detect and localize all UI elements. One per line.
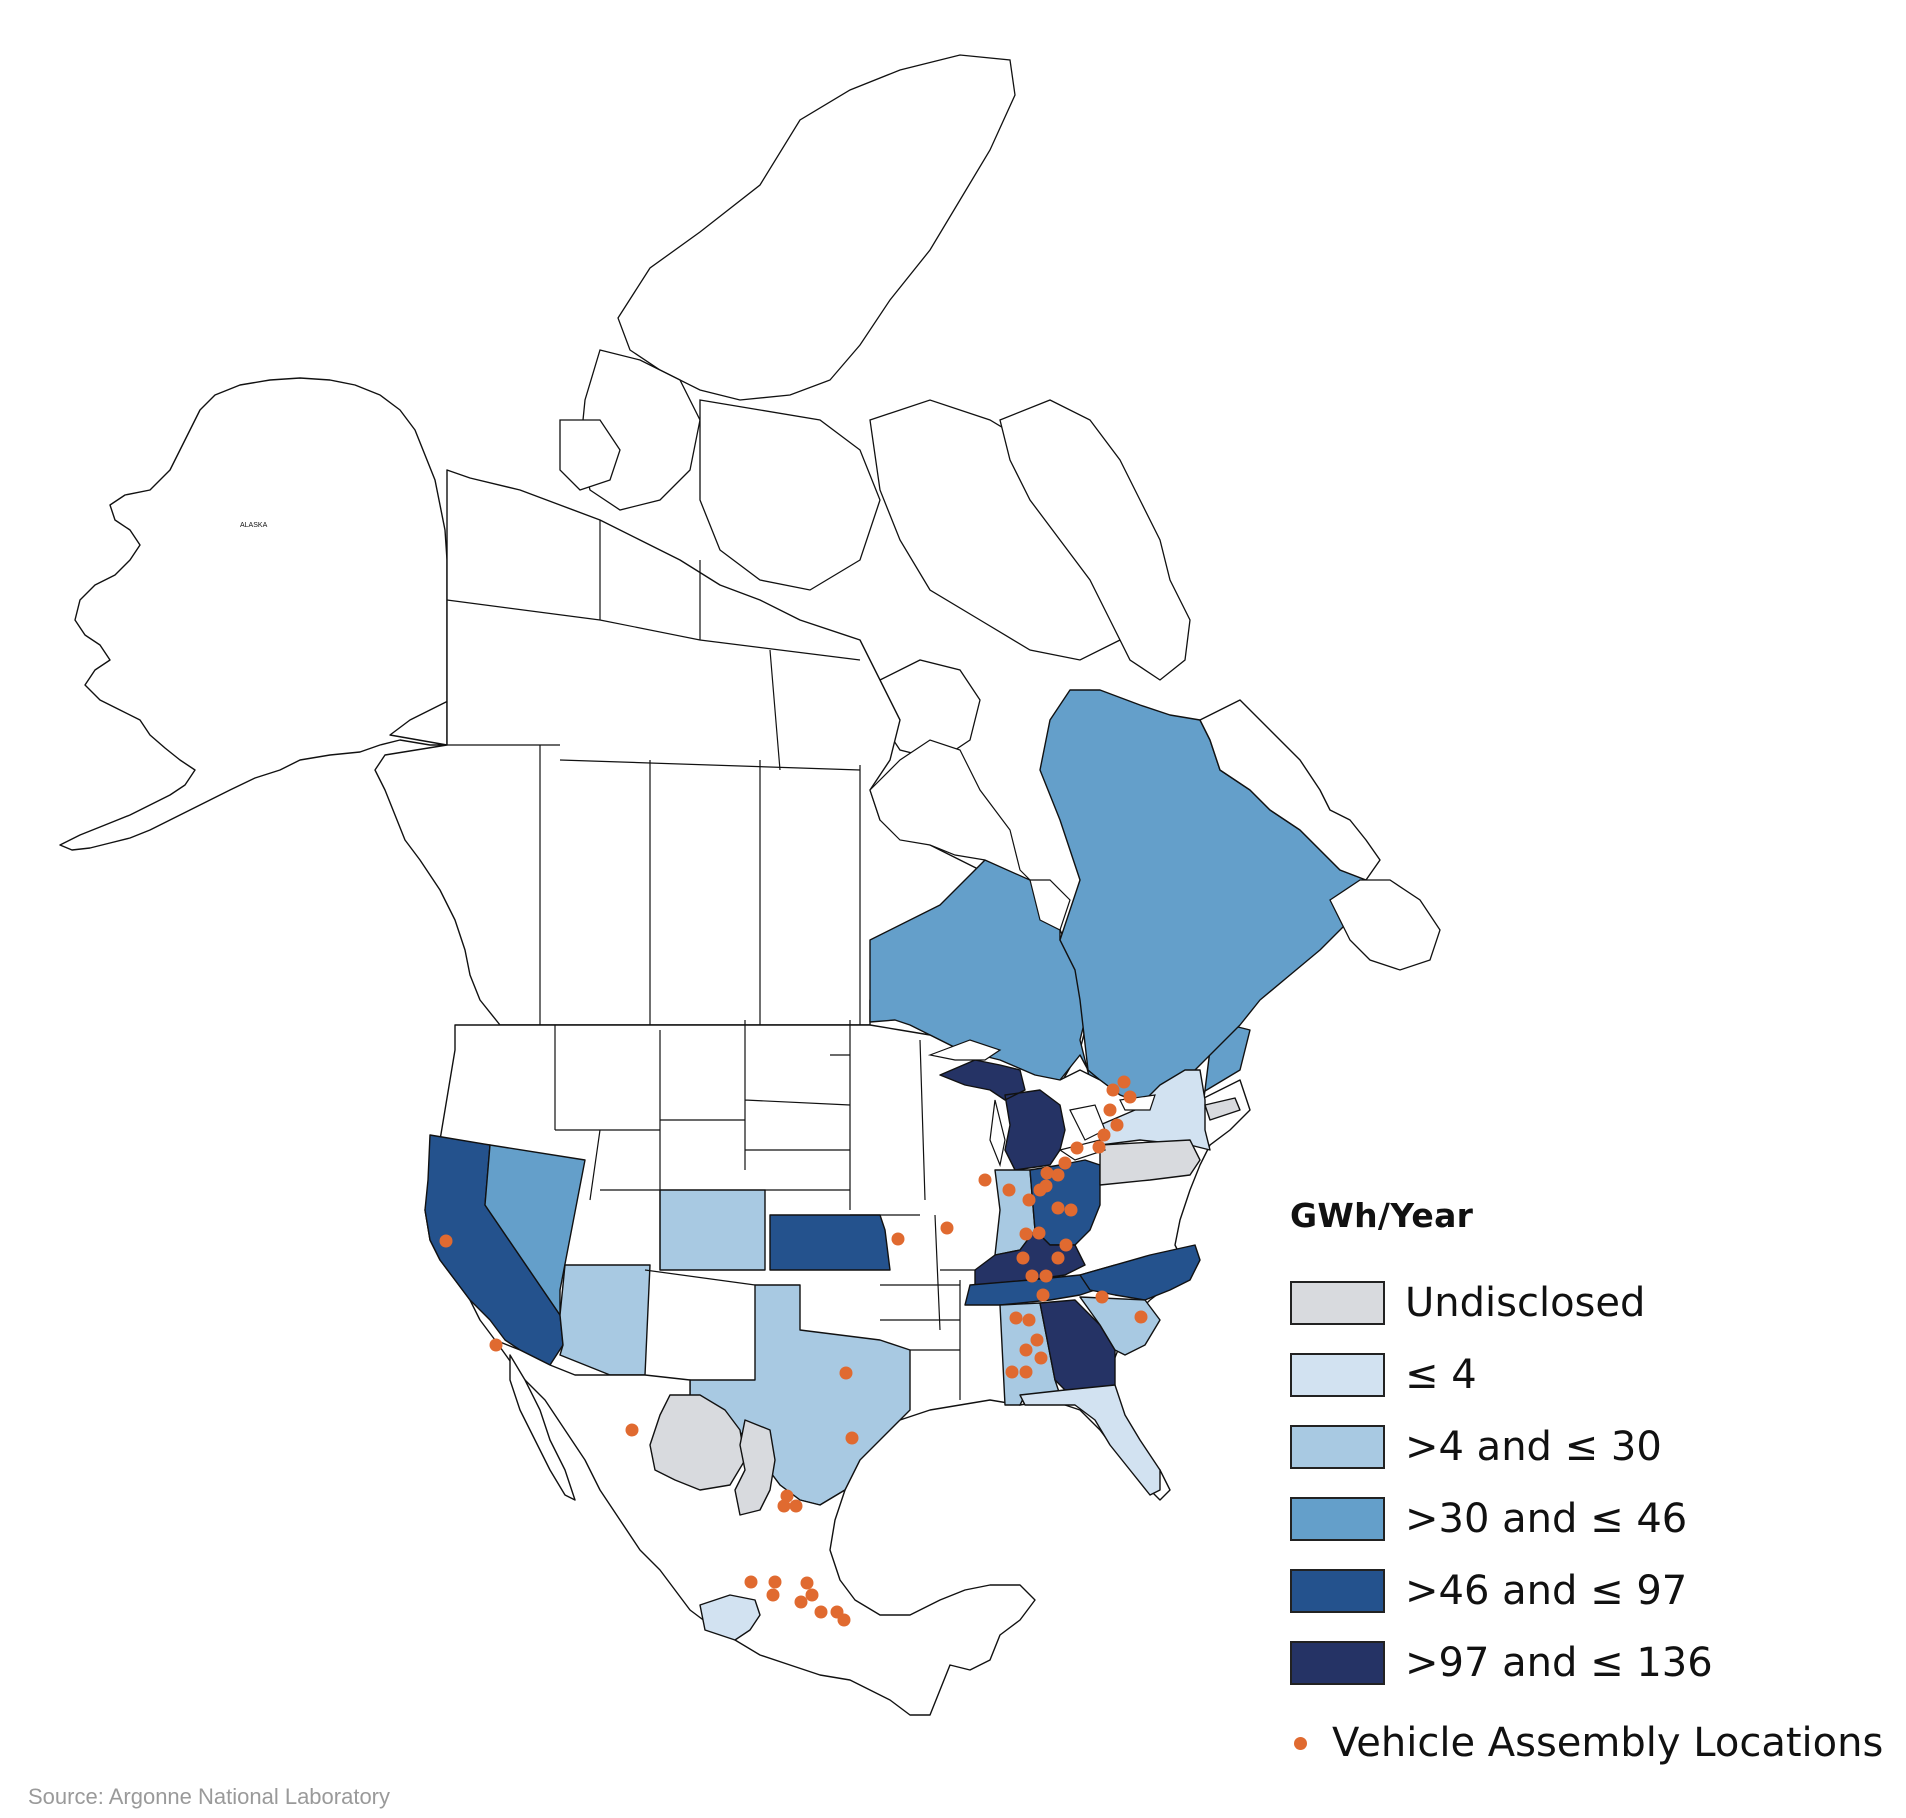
vehicle-assembly-marker	[1110, 1118, 1124, 1132]
vehicle-assembly-marker	[789, 1499, 803, 1513]
vehicle-assembly-marker	[1106, 1083, 1120, 1097]
vehicle-assembly-marker	[1016, 1251, 1030, 1265]
legend-item: >46 and ≤ 97	[1290, 1555, 1890, 1627]
legend-item-label: ≤ 4	[1405, 1352, 1477, 1398]
legend-item: >4 and ≤ 30	[1290, 1411, 1890, 1483]
vehicle-assembly-marker	[1134, 1310, 1148, 1324]
vehicle-assembly-marker	[814, 1605, 828, 1619]
vehicle-assembly-marker	[1117, 1075, 1131, 1089]
vehicle-assembly-marker	[768, 1575, 782, 1589]
vehicle-assembly-marker	[1058, 1156, 1072, 1170]
vehicle-assembly-marker	[1025, 1269, 1039, 1283]
vehicle-assembly-marker	[1103, 1103, 1117, 1117]
alaska: ALASKA	[59, 377, 561, 851]
legend-item-label: >4 and ≤ 30	[1405, 1424, 1662, 1470]
vehicle-assembly-marker	[1040, 1166, 1054, 1180]
vehicle-assembly-marker	[1039, 1179, 1053, 1193]
vehicle-assembly-marker	[777, 1499, 791, 1513]
vehicle-assembly-marker	[978, 1173, 992, 1187]
vehicle-assembly-marker	[1002, 1183, 1016, 1197]
legend-item-label: >30 and ≤ 46	[1405, 1496, 1688, 1542]
region-pennsylvania	[1099, 1139, 1201, 1186]
legend-item-label: >97 and ≤ 136	[1405, 1640, 1713, 1686]
region-quebec	[1039, 689, 1381, 1111]
vehicle-assembly-marker	[1030, 1333, 1044, 1347]
legend-swatch	[1290, 1641, 1385, 1685]
legend-swatch	[1290, 1281, 1385, 1325]
legend-swatch	[1290, 1569, 1385, 1613]
region-arizona	[559, 1264, 651, 1376]
vehicle-assembly-marker	[1019, 1343, 1033, 1357]
vehicle-assembly-marker	[1022, 1313, 1036, 1327]
region-mexico-central	[699, 1594, 761, 1641]
region-michigan	[939, 1059, 1066, 1171]
canada	[374, 469, 1441, 1131]
alaska-label: ALASKA	[240, 522, 268, 529]
legend: GWh/Year Undisclosed ≤ 4 >4 and ≤ 30 >30 an…	[1290, 1196, 1890, 1781]
legend-title: GWh/Year	[1290, 1196, 1474, 1235]
vehicle-assembly-marker	[837, 1613, 851, 1627]
vehicle-assembly-marker	[1009, 1311, 1023, 1325]
vehicle-assembly-marker	[439, 1234, 453, 1248]
region-colorado	[659, 1189, 766, 1271]
vehicle-assembly-marker	[1064, 1203, 1078, 1217]
vehicle-assembly-marker	[1051, 1168, 1065, 1182]
vehicle-assembly-marker	[1070, 1141, 1084, 1155]
vehicle-assembly-marker	[1051, 1201, 1065, 1215]
region-new-york	[1099, 1069, 1211, 1151]
vehicle-assembly-marker	[845, 1431, 859, 1445]
vehicle-assembly-marker	[1005, 1365, 1019, 1379]
vehicle-assembly-marker	[780, 1489, 794, 1503]
vehicle-assembly-marker	[1097, 1128, 1111, 1142]
vehicle-assembly-marker	[1123, 1090, 1137, 1104]
region-kansas	[769, 1214, 891, 1271]
vehicle-assembly-marker	[940, 1221, 954, 1235]
legend-marker-row: Vehicle Assembly Locations	[1290, 1705, 1890, 1781]
vehicle-assembly-marker	[1032, 1226, 1046, 1240]
region-nevada	[484, 1144, 586, 1316]
legend-item-label: Undisclosed	[1405, 1280, 1646, 1326]
vehicle-assembly-marker	[1019, 1227, 1033, 1241]
vehicle-assembly-marker	[1019, 1365, 1033, 1379]
vehicle-assembly-marker	[1092, 1140, 1106, 1154]
vehicle-assembly-marker	[744, 1575, 758, 1589]
vehicle-assembly-marker	[1036, 1288, 1050, 1302]
legend-swatch	[1290, 1353, 1385, 1397]
vehicle-assembly-marker	[1034, 1351, 1048, 1365]
region-new-england-undisclosed	[1204, 1097, 1241, 1121]
vehicle-assembly-marker	[1095, 1290, 1109, 1304]
vehicle-assembly-marker	[839, 1366, 853, 1380]
vehicle-assembly-marker	[625, 1423, 639, 1437]
vehicle-assembly-marker	[800, 1576, 814, 1590]
vehicle-assembly-dot-icon	[1294, 1736, 1307, 1750]
vehicle-assembly-marker	[766, 1588, 780, 1602]
legend-item-label: >46 and ≤ 97	[1405, 1568, 1688, 1614]
vehicle-assembly-marker	[1059, 1238, 1073, 1252]
vehicle-assembly-marker	[891, 1232, 905, 1246]
legend-item: >97 and ≤ 136	[1290, 1627, 1890, 1699]
legend-item: >30 and ≤ 46	[1290, 1483, 1890, 1555]
legend-item: ≤ 4	[1290, 1339, 1890, 1411]
vehicle-assembly-marker	[805, 1588, 819, 1602]
vehicle-assembly-marker	[1051, 1251, 1065, 1265]
vehicle-assembly-marker	[489, 1338, 503, 1352]
region-florida	[1019, 1384, 1161, 1496]
arctic-islands	[559, 54, 1191, 761]
vehicle-assembly-marker	[794, 1595, 808, 1609]
source-note: Source: Argonne National Laboratory	[28, 1784, 391, 1809]
legend-marker-label: Vehicle Assembly Locations	[1332, 1720, 1884, 1766]
vehicle-assembly-marker	[1039, 1269, 1053, 1283]
legend-swatch	[1290, 1425, 1385, 1469]
legend-item: Undisclosed	[1290, 1267, 1890, 1339]
vehicle-assembly-marker	[1022, 1193, 1036, 1207]
vehicle-assembly-markers	[439, 1075, 1148, 1627]
region-nuevo-leon	[734, 1419, 776, 1516]
region-coahuila	[649, 1394, 746, 1491]
legend-swatch	[1290, 1497, 1385, 1541]
